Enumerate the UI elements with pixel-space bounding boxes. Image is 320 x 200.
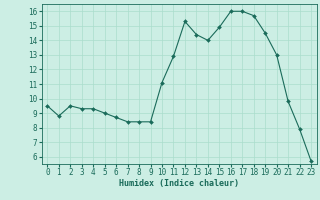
- X-axis label: Humidex (Indice chaleur): Humidex (Indice chaleur): [119, 179, 239, 188]
